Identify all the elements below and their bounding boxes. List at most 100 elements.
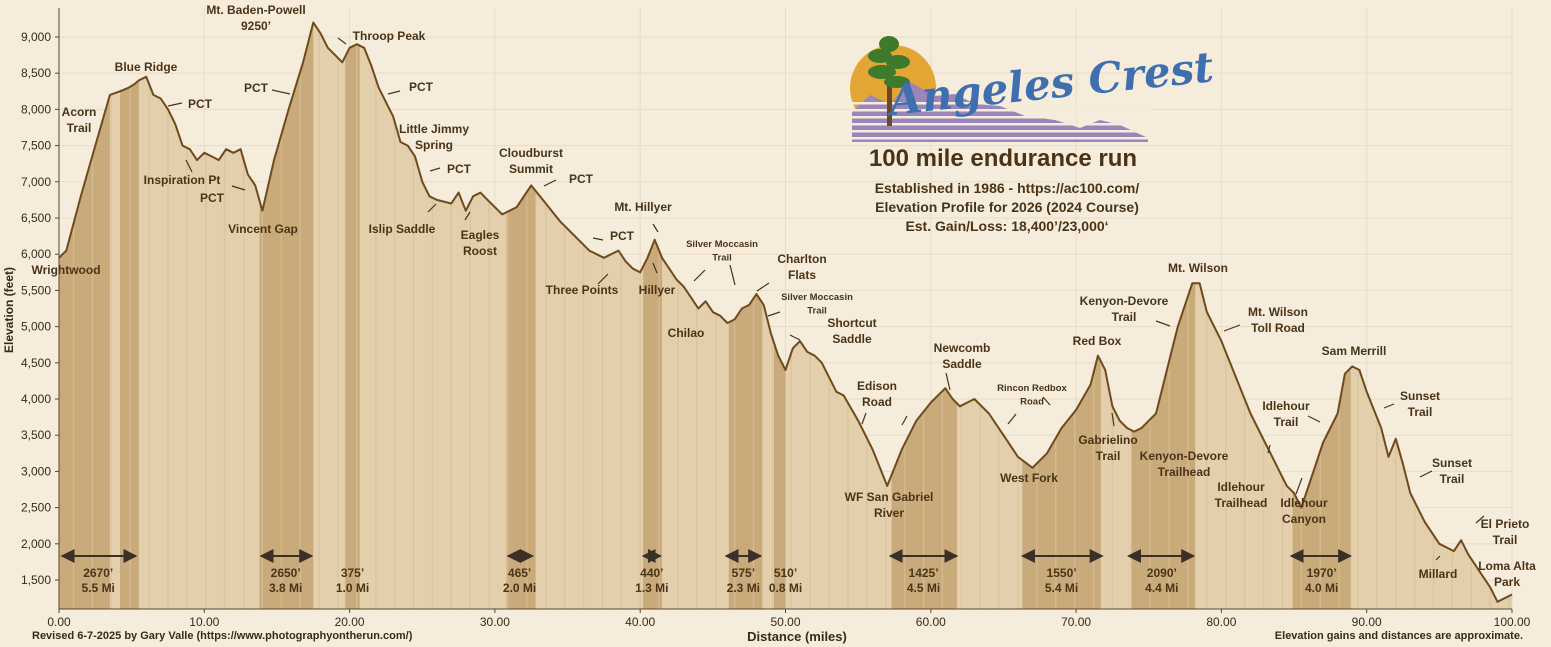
label-line: PCT [409, 80, 434, 94]
footer-credit: Revised 6-7-2025 by Gary Valle (https://… [32, 630, 413, 642]
x-tick-label: 50.00 [770, 615, 800, 629]
climb-band-1 [120, 80, 139, 609]
leader-line [652, 223, 659, 233]
label-blue-ridge: Blue Ridge [115, 60, 178, 74]
label-line: Edison [857, 379, 897, 393]
segment-distance-4: 1.3 Mi [635, 581, 668, 595]
segment-distance-1: 3.8 Mi [269, 581, 302, 595]
label-line: Kenyon-Devore [1140, 449, 1229, 463]
leader-line [1155, 320, 1171, 327]
leader-line [756, 282, 770, 292]
label-rincon-redbox: Rincon Redbox Road [997, 383, 1067, 408]
info-line-3: Est. Gain/Loss: 18,400’/23,000‘ [905, 218, 1108, 234]
label-loma-alta-park: Loma Alta Park [1478, 559, 1536, 589]
label-line: 9250’ [241, 19, 271, 33]
segment-gain-3: 465’ [508, 566, 531, 580]
label-edison-road: Edison Road [857, 379, 897, 409]
segment-gain-4: 440’ [640, 566, 663, 580]
leader-line [185, 159, 193, 173]
label-line: Trail [1096, 449, 1121, 463]
leader-line [427, 203, 437, 213]
segment-gain-1: 2650’ [271, 566, 301, 580]
leader-line [1042, 396, 1051, 406]
label-red-box: Red Box [1073, 334, 1122, 348]
label-line: West Fork [1000, 471, 1058, 485]
y-tick-label: 9,000 [21, 30, 51, 44]
label-line: Idlehour [1262, 399, 1310, 413]
label-sam-merrill: Sam Merrill [1322, 344, 1387, 358]
label-eagles-roost: Eagles Roost [461, 228, 500, 258]
label-idlehour-canyon: Idlehour Canyon [1280, 496, 1328, 526]
leader-line [861, 412, 867, 425]
label-line: Acorn [62, 105, 97, 119]
label-line: Loma Alta [1478, 559, 1536, 573]
y-tick-label: 7,500 [21, 139, 51, 153]
leader-line [693, 269, 706, 282]
leader-line [231, 185, 246, 191]
label-line: Summit [509, 162, 553, 176]
label-line: Sunset [1432, 456, 1472, 470]
leader-line [789, 334, 801, 341]
x-tick-label: 30.00 [480, 615, 510, 629]
label-line: Trailhead [1158, 465, 1211, 479]
label-west-fork: West Fork [1000, 471, 1058, 485]
y-tick-label: 3,500 [21, 428, 51, 442]
climb-band-9 [1022, 357, 1101, 609]
label-line: Newcomb [934, 341, 991, 355]
leader-line [597, 273, 609, 285]
leader-line [337, 37, 347, 45]
segment-distance-9: 4.4 Mi [1145, 581, 1178, 595]
x-tick-label: 0.00 [47, 615, 71, 629]
y-tick-label: 4,000 [21, 392, 51, 406]
label-line: Trail [1112, 310, 1137, 324]
leader-line [1267, 444, 1271, 454]
label-newcomb-saddle: Newcomb Saddle [934, 341, 991, 371]
label-line: Trail [1408, 405, 1433, 419]
leader-line [1475, 515, 1485, 524]
climb-band-4 [506, 186, 536, 609]
leader-line [1419, 470, 1433, 478]
segment-gain-0: 2670’ [83, 566, 113, 580]
label-vincent-gap: Vincent Gap [228, 222, 298, 236]
y-tick-label: 1,500 [21, 573, 51, 587]
segment-distance-6: 0.8 Mi [769, 581, 802, 595]
y-axis: 1,500 2,000 2,500 3,000 3,500 4,000 4,500 5,000… [21, 8, 60, 609]
label-line: Saddle [942, 357, 982, 371]
y-tick-label: 8,000 [21, 102, 51, 116]
label-line: Trailhead [1215, 496, 1268, 510]
climb-band-0 [59, 94, 110, 609]
segment-markers: 2670’5.5 Mi 2650’3.8 Mi 375’1.0 Mi 465’2.0 … [60, 549, 1353, 595]
label-pct-1: PCT [188, 97, 213, 111]
segment-gain-8: 1550’ [1047, 566, 1077, 580]
label-line: Silver Moccasin [781, 292, 853, 303]
y-tick-label: 7,000 [21, 175, 51, 189]
x-tick-label: 20.00 [335, 615, 365, 629]
angeles-crest-logo: Angeles Crest 100 mile endurance run Est… [850, 36, 1216, 234]
segment-distance-5: 2.3 Mi [727, 581, 760, 595]
label-line: Sunset [1400, 389, 1440, 403]
label-line: Trail [1274, 415, 1299, 429]
label-line: Mt. Hillyer [614, 200, 672, 214]
y-tick-label: 3,000 [21, 464, 51, 478]
label-three-points: Three Points [546, 283, 619, 297]
label-line: Red Box [1073, 334, 1122, 348]
leader-line [429, 167, 441, 172]
segment-gain-7: 1425’ [909, 566, 939, 580]
label-line: Millard [1419, 567, 1458, 581]
label-line: WF San Gabriel [845, 490, 934, 504]
pine-tree-icon [868, 36, 910, 126]
label-line: Eagles [461, 228, 500, 242]
label-line: Throop Peak [353, 29, 426, 43]
label-pct-6: PCT [569, 172, 594, 186]
label-line: Charlton [777, 252, 826, 266]
label-hillyer: Hillyer [639, 283, 676, 297]
leader-line [729, 264, 736, 286]
label-idlehour-trail: Idlehour Trail [1262, 399, 1310, 429]
label-el-prieto-trail: El Prieto Trail [1481, 517, 1530, 547]
leader-line [464, 211, 471, 221]
x-tick-label: 80.00 [1206, 615, 1236, 629]
label-line: Toll Road [1251, 321, 1305, 335]
label-line: Road [862, 395, 892, 409]
segment-gain-10: 1970’ [1307, 566, 1337, 580]
